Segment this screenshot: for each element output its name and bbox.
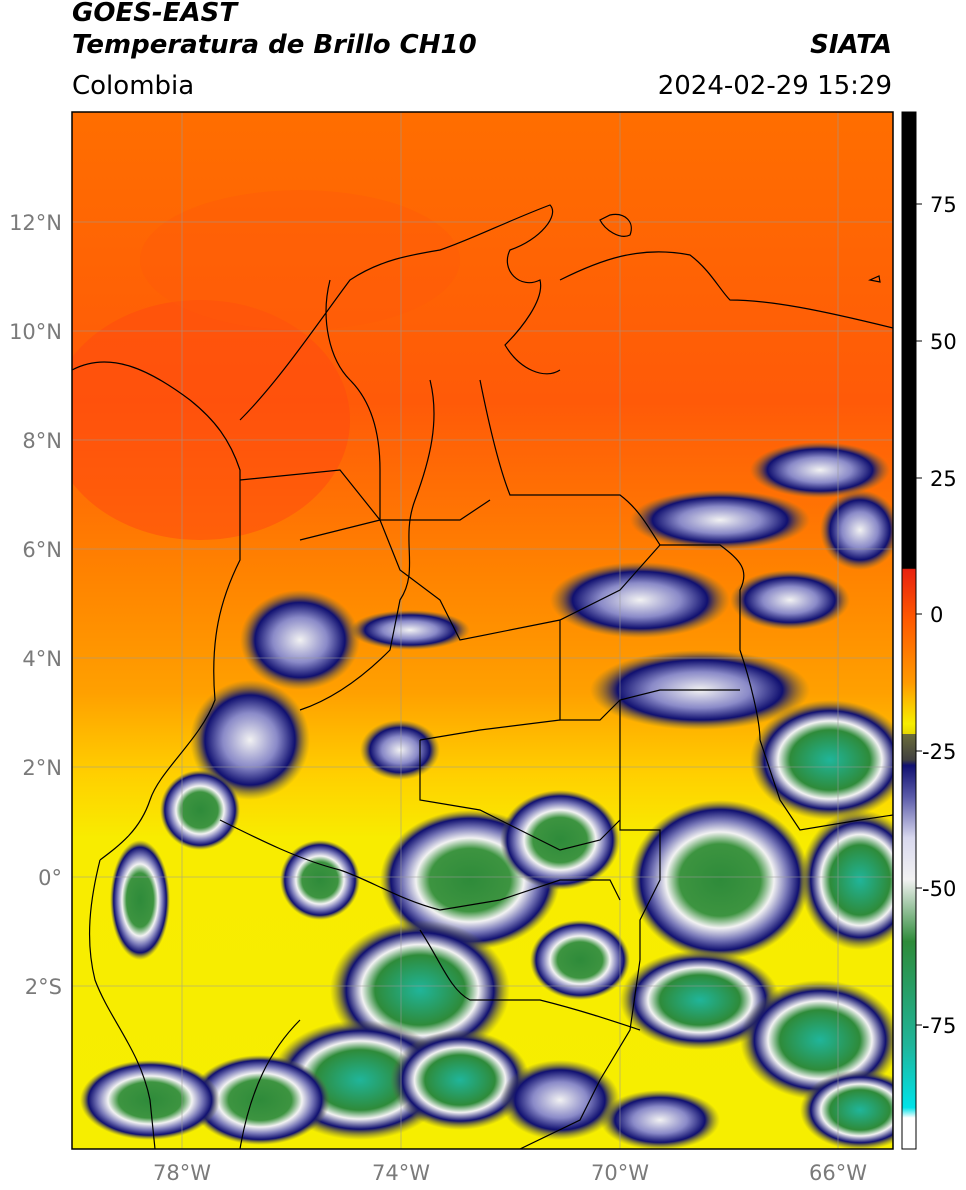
lon-label: 78°W xyxy=(153,1161,211,1185)
colorbar: 75 50 25 0 -25 -50 -75 xyxy=(901,111,957,1150)
lon-label: 74°W xyxy=(372,1161,430,1185)
region-label: Colombia xyxy=(72,71,195,101)
lat-label: 8°N xyxy=(22,429,62,453)
map-title-product: Temperatura de Brillo CH10 xyxy=(72,30,477,60)
colorbar-tick-label: 50 xyxy=(930,330,957,354)
latitude-labels: 12°N 10°N 8°N 6°N 4°N 2°N 0° 2°S xyxy=(9,211,62,999)
timestamp-label: 2024-02-29 15:29 xyxy=(657,71,892,101)
lat-label: 12°N xyxy=(9,211,62,235)
longitude-labels: 78°W 74°W 70°W 66°W xyxy=(153,1161,867,1185)
lon-label: 70°W xyxy=(591,1161,649,1185)
cloud-cluster-south xyxy=(80,700,893,1149)
colorbar-tick-label: 0 xyxy=(930,603,943,627)
graticule xyxy=(72,112,893,1149)
borders-coastlines xyxy=(72,204,893,1149)
colorbar-scale xyxy=(901,111,917,1150)
lat-label: 2°S xyxy=(25,975,62,999)
lat-label: 10°N xyxy=(9,320,62,344)
colorbar-tick-label: 75 xyxy=(930,193,957,217)
lat-label: 0° xyxy=(38,866,62,890)
lon-label: 66°W xyxy=(809,1161,867,1185)
lat-label: 4°N xyxy=(22,647,62,671)
colorbar-tick-label: -25 xyxy=(922,740,956,764)
map-frame xyxy=(71,111,894,1150)
map-title-satellite: GOES-EAST xyxy=(72,0,238,28)
colorbar-tick-label: 25 xyxy=(930,467,957,491)
cloud-cluster-andes xyxy=(160,590,470,850)
agency-label: SIATA xyxy=(810,30,892,60)
lat-label: 6°N xyxy=(22,538,62,562)
lat-label: 2°N xyxy=(22,756,62,780)
colorbar-tick-label: -50 xyxy=(922,877,956,901)
colorbar-tick-label: -75 xyxy=(922,1014,956,1038)
